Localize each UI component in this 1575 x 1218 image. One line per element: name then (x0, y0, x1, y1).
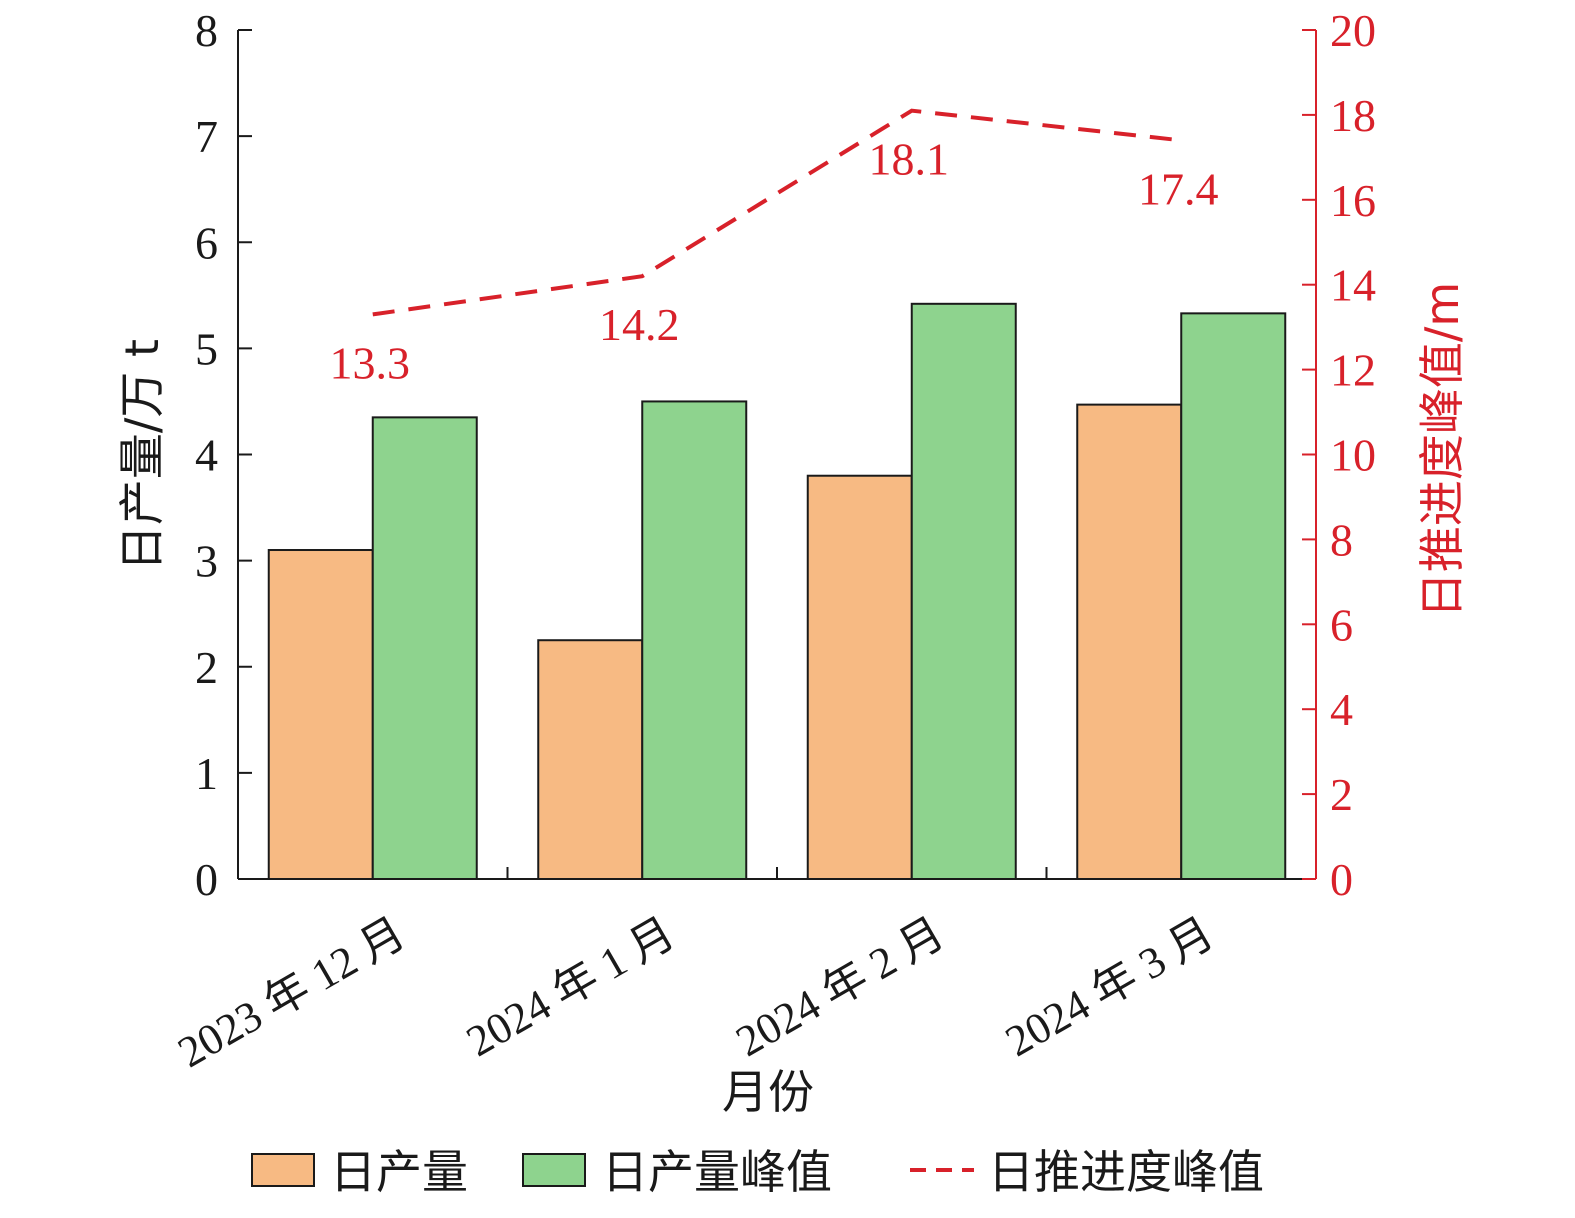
y-tick-label-right-3: 6 (1330, 599, 1353, 650)
labels-layer: 13.3 14.2 18.1 17.4 (330, 134, 1219, 389)
y-tick-label-right-8: 16 (1330, 175, 1376, 226)
y-axis-title-right: 日推进度峰值/m (1415, 282, 1469, 618)
y-tick-label-right-4: 8 (1330, 514, 1353, 565)
y-tick-label-right-1: 2 (1330, 769, 1353, 820)
y-tick-label-left-4: 4 (195, 430, 218, 481)
legend-swatch-peak (522, 1153, 586, 1187)
y-tick-label-right-7: 14 (1330, 260, 1376, 311)
y-tick-label-right-6: 12 (1330, 345, 1376, 396)
bar-output-2 (806, 474, 913, 880)
x-tick-label-2: 2024 年 2 月 (728, 908, 953, 1066)
y-tick-label-left-5: 5 (195, 323, 218, 374)
legend: 日产量 日产量峰值 日推进度峰值 (251, 1145, 1264, 1199)
y-axis-title-left: 日产量/万 t (115, 339, 169, 571)
y-tick-label-right-10: 20 (1330, 5, 1376, 56)
legend-label-peak: 日产量峰值 (602, 1145, 832, 1199)
x-axis-title: 月份 (722, 1065, 814, 1119)
legend-label-advance-peak: 日推进度峰值 (988, 1145, 1264, 1199)
y-tick-label-right-0: 0 (1330, 854, 1353, 905)
bar-output-3 (1076, 403, 1183, 880)
line-data-label-3: 17.4 (1138, 163, 1219, 214)
line-data-label-0: 13.3 (330, 337, 411, 388)
x-tick-label-0: 2023 年 12 月 (170, 908, 414, 1077)
y-tick-label-right-5: 10 (1330, 430, 1376, 481)
legend-swatch-output (251, 1153, 315, 1187)
y-tick-label-left-8: 8 (195, 5, 218, 56)
line-advance-peak (372, 108, 1182, 317)
y-tick-label-left-3: 3 (195, 536, 218, 587)
bar-output-0 (267, 549, 374, 880)
bar-peak-1 (641, 400, 748, 880)
x-tick-label-1: 2024 年 1 月 (458, 908, 683, 1066)
y-tick-label-left-7: 7 (195, 111, 218, 162)
y-tick-label-left-1: 1 (195, 748, 218, 799)
bar-peak-2 (910, 302, 1017, 880)
y-tick-label-left-6: 6 (195, 217, 218, 268)
legend-label-output: 日产量 (330, 1145, 468, 1199)
x-tick-label-3: 2024 年 3 月 (997, 908, 1222, 1066)
bar-peak-0 (371, 416, 478, 880)
bars-layer (267, 302, 1287, 880)
y-tick-label-left-0: 0 (195, 854, 218, 905)
y-tick-label-right-9: 18 (1330, 90, 1376, 141)
line-data-label-2: 18.1 (869, 134, 950, 185)
y-tick-label-right-2: 4 (1330, 684, 1353, 735)
bar-output-1 (537, 639, 644, 880)
bar-peak-3 (1180, 312, 1287, 880)
y-tick-label-left-2: 2 (195, 642, 218, 693)
line-data-label-1: 14.2 (599, 299, 680, 350)
line-layer (372, 108, 1182, 317)
